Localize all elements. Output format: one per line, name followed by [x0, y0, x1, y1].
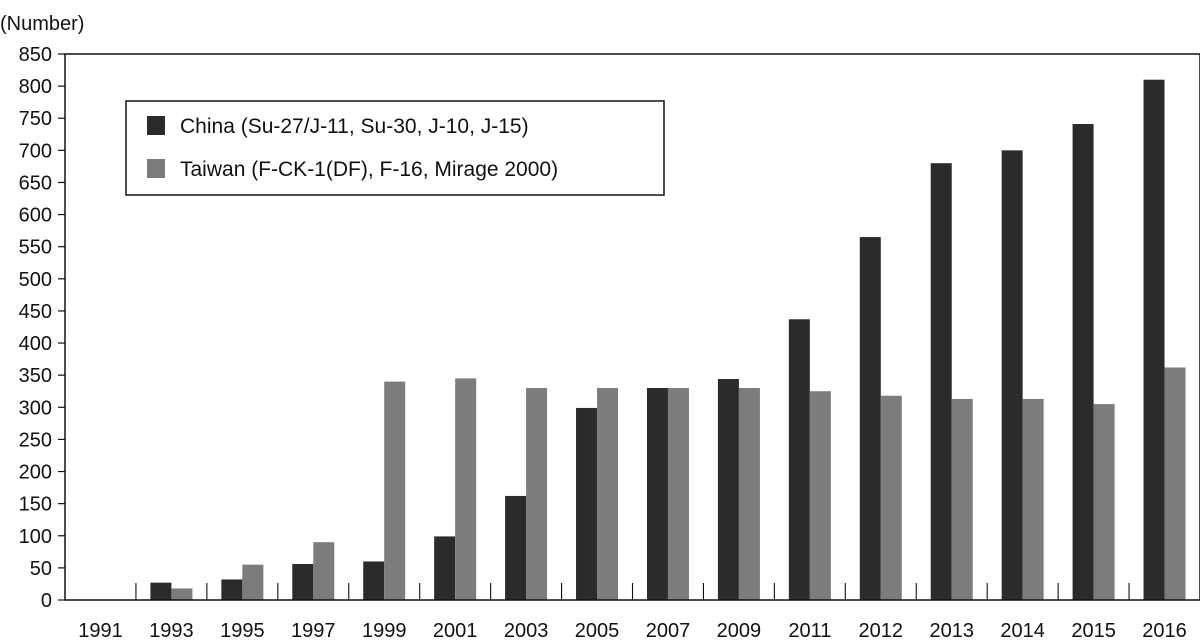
- x-tick-label: 1997: [291, 620, 336, 641]
- x-tick-label: 2005: [575, 620, 620, 641]
- legend-box: [125, 100, 665, 196]
- x-tick-label: 2011: [788, 620, 831, 641]
- china-bar: [788, 319, 810, 600]
- y-axis-ticks: 0 50 100 150 200 250 300 350 400 450 500 550 600 650 7…: [19, 44, 65, 612]
- taiwan-bar: [171, 588, 193, 600]
- bars: [150, 79, 1186, 601]
- y-tick-label: 500: [19, 269, 52, 291]
- taiwan-bar: [526, 388, 548, 600]
- x-tick-label: 2016: [1142, 620, 1187, 641]
- taiwan-bar: [242, 564, 264, 600]
- china-bar: [930, 163, 952, 600]
- plot-frame: [64, 53, 1200, 601]
- taiwan-bar: [597, 388, 619, 600]
- china-bar: [576, 407, 598, 600]
- y-tick-label: 300: [19, 397, 52, 419]
- y-tick-label: 0: [41, 590, 52, 612]
- taiwan-bar: [1022, 398, 1044, 600]
- china-bar: [859, 237, 881, 600]
- x-tick-label: 2012: [859, 620, 904, 641]
- y-tick-label: 700: [19, 140, 52, 162]
- china-bar: [221, 579, 243, 600]
- x-tick-label: 2014: [1000, 620, 1045, 641]
- legend-swatch-china: [147, 116, 165, 135]
- x-tick-label: 2001: [433, 620, 478, 641]
- x-tick-label: 2009: [717, 620, 762, 641]
- china-bar: [646, 388, 668, 600]
- y-tick-label: 650: [19, 172, 52, 194]
- legend-label-china: China (Su-27/J-11, Su-30, J-10, J-15): [180, 115, 529, 138]
- x-tick-label: 2013: [929, 620, 974, 641]
- taiwan-bar: [667, 388, 689, 600]
- x-tick-label: 1993: [149, 620, 194, 641]
- x-tick-label: 2015: [1071, 620, 1116, 641]
- y-tick-label: 150: [19, 494, 52, 516]
- taiwan-bar: [455, 378, 477, 600]
- legend-swatch-taiwan: [147, 159, 165, 178]
- china-bar: [505, 495, 527, 600]
- y-tick-label: 50: [30, 558, 52, 580]
- taiwan-bar: [1164, 367, 1186, 600]
- y-tick-label: 450: [19, 301, 52, 323]
- china-bar: [717, 379, 739, 600]
- legend: China (Su-27/J-11, Su-30, J-10, J-15) Ta…: [125, 100, 665, 196]
- x-tick-label: 1991: [78, 620, 123, 641]
- y-tick-label: 350: [19, 365, 52, 387]
- x-tick-label: 2007: [646, 620, 691, 641]
- taiwan-bar: [738, 388, 760, 600]
- china-bar: [150, 582, 172, 600]
- y-tick-label: 800: [19, 76, 52, 98]
- legend-label-taiwan: Taiwan (F-CK-1(DF), F-16, Mirage 2000): [180, 158, 558, 181]
- taiwan-bar: [951, 398, 973, 600]
- x-tick-label: 1995: [220, 620, 265, 641]
- x-tick-label: 1999: [362, 620, 407, 641]
- china-bar: [1143, 79, 1165, 601]
- y-tick-label: 550: [19, 237, 52, 259]
- y-tick-label: 200: [19, 462, 52, 484]
- taiwan-bar: [809, 391, 831, 600]
- china-bar: [292, 564, 314, 600]
- y-tick-label: 250: [19, 429, 52, 451]
- y-tick-label: 850: [19, 44, 52, 66]
- x-tick-label: 2003: [504, 620, 549, 641]
- y-axis-unit-label: (Number): [0, 13, 84, 35]
- y-tick-label: 750: [19, 108, 52, 130]
- china-bar: [1072, 124, 1094, 600]
- china-bar: [363, 561, 385, 600]
- y-tick-label: 600: [19, 205, 52, 227]
- taiwan-bar: [880, 395, 902, 600]
- taiwan-bar: [1093, 404, 1115, 600]
- y-tick-label: 100: [19, 526, 52, 548]
- x-axis-ticks: 1991 1993 1995 1997 1999 2001 2003 2005 2007 2009…: [78, 583, 1187, 641]
- taiwan-bar: [384, 381, 406, 600]
- china-bar: [434, 536, 456, 600]
- china-bar: [1001, 150, 1023, 600]
- taiwan-bar: [313, 542, 335, 600]
- y-tick-label: 400: [19, 333, 52, 355]
